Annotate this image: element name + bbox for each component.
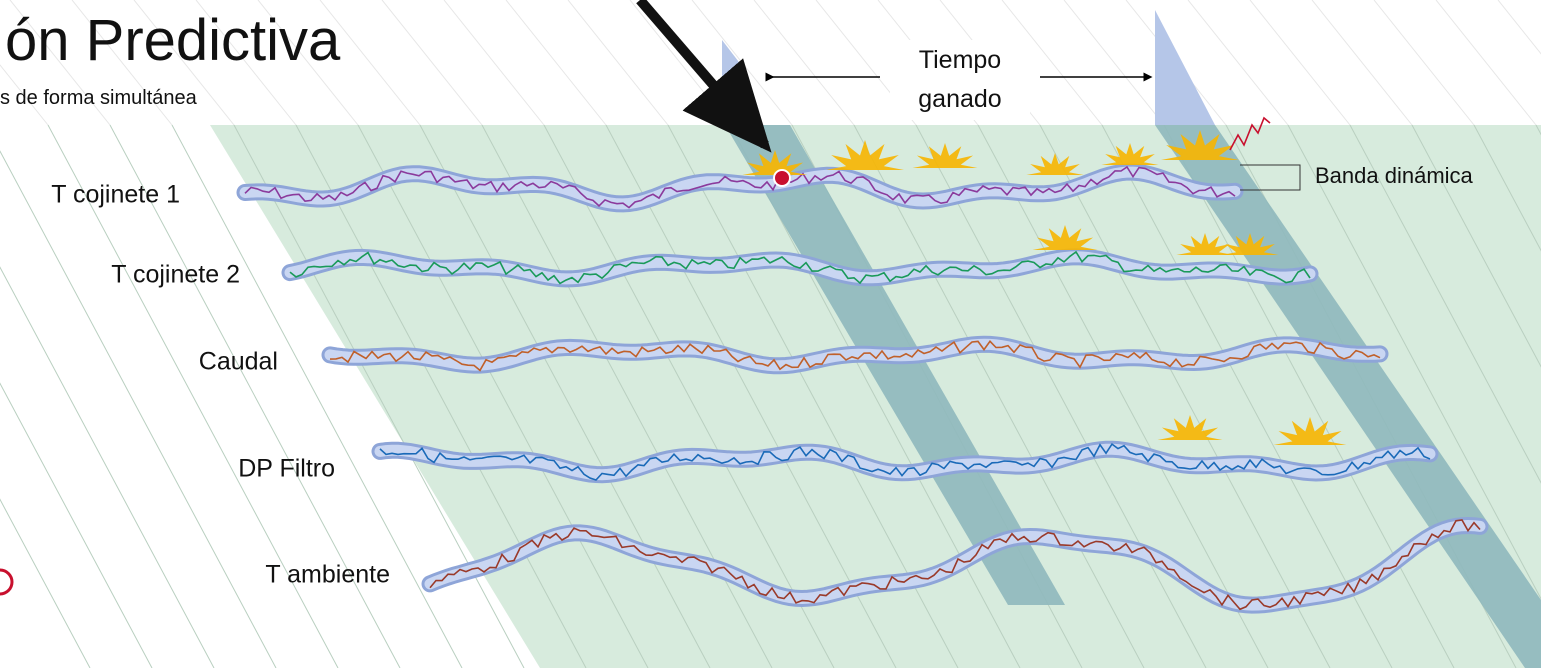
grid-line bbox=[0, 150, 277, 668]
annotation: ganado bbox=[918, 85, 1001, 113]
signal-label: Caudal bbox=[199, 348, 278, 376]
grid-line bbox=[357, 124, 649, 668]
grid-line bbox=[1473, 124, 1541, 252]
grid-line bbox=[295, 124, 587, 668]
bg-line bbox=[133, 0, 235, 126]
grid-line bbox=[0, 266, 215, 668]
grid-line bbox=[729, 124, 1021, 668]
band bbox=[725, 125, 1065, 605]
tube bbox=[324, 338, 1386, 372]
bg-line bbox=[753, 0, 855, 126]
bg-line bbox=[1187, 0, 1289, 126]
bg-line bbox=[1497, 0, 1541, 55]
bg-line bbox=[1435, 0, 1537, 126]
bg-line bbox=[71, 0, 173, 126]
bg-line bbox=[195, 0, 297, 126]
bg-line bbox=[443, 0, 545, 126]
signal-line bbox=[379, 442, 1431, 481]
grid-line bbox=[1349, 124, 1541, 484]
bg-line bbox=[9, 0, 111, 126]
diagonal-lines bbox=[0, 124, 1541, 668]
grid-line bbox=[977, 124, 1269, 668]
bg-line bbox=[1311, 0, 1413, 126]
annotation: Banda dinámica bbox=[1315, 163, 1474, 188]
bg-line bbox=[319, 0, 421, 126]
logo-fragment bbox=[0, 568, 14, 596]
bg-line bbox=[1063, 0, 1165, 126]
signal-line bbox=[244, 165, 1236, 209]
bg-line bbox=[0, 64, 49, 126]
bg-line bbox=[381, 0, 483, 126]
grid-line bbox=[1411, 124, 1541, 368]
bg-line bbox=[1249, 0, 1351, 126]
title: ón Predictiva bbox=[5, 8, 341, 73]
annotation: Tiempo bbox=[919, 46, 1001, 74]
arrow bbox=[636, 0, 772, 153]
bg-line bbox=[1001, 0, 1103, 126]
grid-line bbox=[605, 124, 897, 668]
grid-line bbox=[0, 382, 153, 668]
signal-line bbox=[429, 519, 1481, 611]
grid-line bbox=[0, 498, 91, 668]
signal-line bbox=[329, 340, 1381, 372]
bg-line bbox=[257, 0, 359, 126]
grid-line bbox=[1287, 124, 1541, 600]
bracket bbox=[1240, 164, 1301, 191]
alert-burst bbox=[1026, 153, 1084, 175]
grid-line bbox=[543, 124, 835, 668]
subtitle: s de forma simultánea bbox=[0, 87, 198, 109]
signal-label: T cojinete 1 bbox=[51, 181, 180, 209]
grid-line bbox=[171, 124, 463, 668]
grid-line bbox=[109, 124, 401, 668]
event-dot bbox=[773, 169, 791, 187]
alert-burst bbox=[742, 150, 808, 175]
signals: T cojinete 1 T cojinete 2 Caudal DP Filtro T… bbox=[51, 116, 1489, 614]
alert-burst bbox=[826, 140, 904, 170]
bg-line bbox=[1373, 0, 1475, 126]
alert-burst bbox=[1101, 143, 1159, 165]
alert-burst bbox=[912, 143, 978, 168]
alert-burst bbox=[1221, 233, 1279, 255]
grid-line bbox=[853, 124, 1145, 668]
bg-line bbox=[505, 0, 607, 126]
grid-line bbox=[1039, 124, 1331, 668]
grid-line bbox=[47, 124, 339, 668]
grid-line bbox=[1101, 124, 1393, 668]
alert-burst bbox=[1273, 417, 1347, 445]
alert-burst bbox=[1032, 225, 1098, 250]
alert-burst bbox=[1157, 415, 1223, 440]
grid-line bbox=[1163, 124, 1455, 668]
grid-line bbox=[419, 124, 711, 668]
bg-line bbox=[629, 0, 731, 126]
signal-line bbox=[289, 250, 1311, 285]
grid-line bbox=[915, 124, 1207, 668]
alert-burst bbox=[1161, 130, 1239, 160]
bg-line bbox=[567, 0, 669, 126]
band-top bbox=[1155, 10, 1215, 125]
signal-label: DP Filtro bbox=[238, 455, 335, 483]
label-bg bbox=[890, 40, 1030, 120]
alert-burst bbox=[1176, 233, 1234, 255]
signal-line bbox=[1229, 116, 1271, 151]
signal-label: T ambiente bbox=[265, 561, 390, 589]
signal-label: T cojinete 2 bbox=[111, 261, 240, 289]
